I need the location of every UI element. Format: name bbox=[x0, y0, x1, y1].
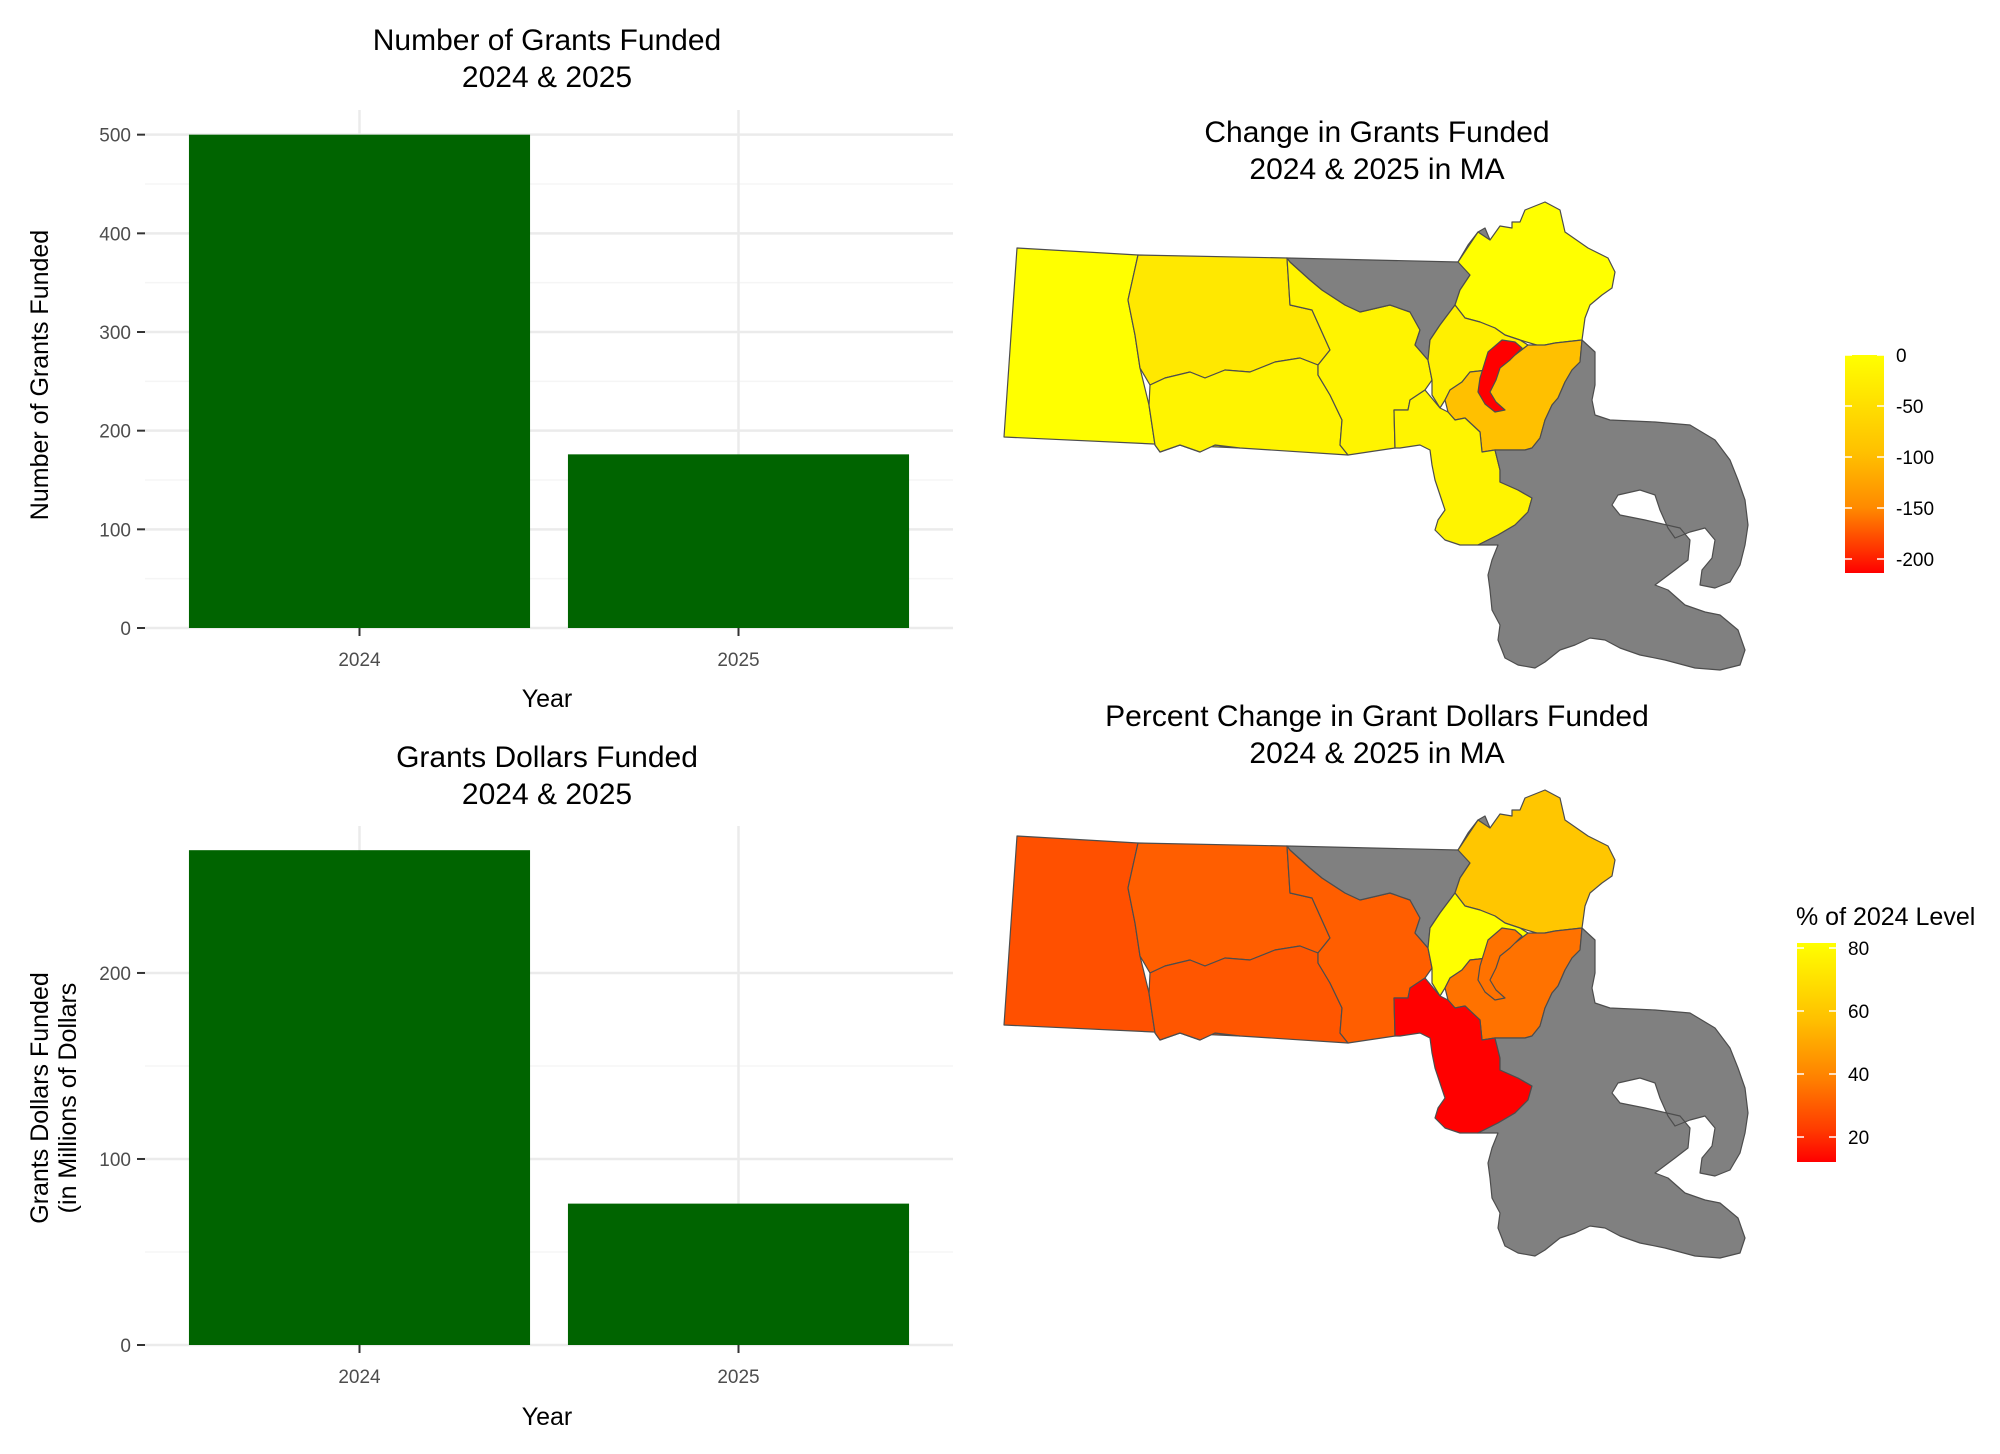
x-tick-label: 2024 bbox=[338, 650, 381, 671]
y-tick-label: 0 bbox=[120, 619, 131, 640]
legend-title: % of 2024 Level bbox=[1796, 903, 1975, 931]
region-suffolk bbox=[1477, 339, 1523, 413]
y-tick-label: 500 bbox=[99, 126, 131, 147]
chart-title-line-2: 2024 & 2025 bbox=[462, 61, 632, 94]
map-title-line-1: Change in Grants Funded bbox=[1204, 116, 1549, 149]
y-axis-title-line-2: (in Millions of Dollars bbox=[54, 983, 82, 1214]
bar-chart-grant-dollars: Grants Dollars Funded 2024 & 2025 0 100 20… bbox=[26, 741, 953, 1431]
x-axis-title: Year bbox=[522, 685, 573, 713]
x-axis-title: Year bbox=[522, 1403, 573, 1431]
legend-tick-label: 20 bbox=[1848, 1128, 1869, 1149]
y-tick-label: 100 bbox=[99, 1150, 131, 1171]
choropleth-map bbox=[1003, 789, 1749, 1259]
map-pct-dollars: Percent Change in Grant Dollars Funded 2… bbox=[1003, 700, 1975, 1259]
chart-title-line-2: 2024 & 2025 bbox=[462, 778, 632, 811]
legend-tick-label: 40 bbox=[1848, 1065, 1869, 1086]
map-change-grants: Change in Grants Funded 2024 & 2025 in M… bbox=[1003, 116, 1934, 671]
legend-tick-label: 60 bbox=[1848, 1002, 1869, 1023]
x-tick-label: 2025 bbox=[717, 1367, 759, 1388]
bar-chart-grant-count: Number of Grants Funded 2024 & 2025 0 100… bbox=[26, 24, 953, 713]
map-title-line-1: Percent Change in Grant Dollars Funded bbox=[1105, 700, 1649, 733]
legend-ticks: 80 60 40 20 bbox=[1797, 939, 1869, 1149]
legend-tick-label: 0 bbox=[1896, 346, 1907, 367]
legend-tick-label: -150 bbox=[1896, 499, 1934, 520]
legend-tick-label: -50 bbox=[1896, 397, 1923, 418]
x-tick-label: 2025 bbox=[717, 650, 759, 671]
y-tick-label: 0 bbox=[120, 1336, 131, 1357]
y-tick-label: 400 bbox=[99, 224, 131, 245]
map-title-line-2: 2024 & 2025 in MA bbox=[1249, 153, 1504, 186]
plot-panel: 0 100 200 2024 2025 bbox=[99, 826, 953, 1388]
chart-title-line-1: Number of Grants Funded bbox=[373, 24, 722, 57]
bar-2024 bbox=[188, 134, 531, 628]
color-legend: 0 -50 -100 -150 -200 bbox=[1845, 346, 1934, 573]
x-tick-label: 2024 bbox=[338, 1367, 381, 1388]
bar-2025 bbox=[567, 1203, 910, 1345]
y-axis-title: Number of Grants Funded bbox=[26, 230, 54, 520]
y-tick-label: 100 bbox=[99, 520, 131, 541]
y-tick-label: 300 bbox=[99, 323, 131, 344]
y-tick-label: 200 bbox=[99, 964, 131, 985]
region-plymouth-cape bbox=[1477, 339, 1749, 671]
legend-tick-label: -200 bbox=[1896, 550, 1934, 571]
map-title-line-2: 2024 & 2025 in MA bbox=[1249, 737, 1504, 770]
y-tick-label: 200 bbox=[99, 422, 131, 443]
plot-panel: 0 100 200 300 400 500 2024 2025 bbox=[99, 110, 953, 671]
choropleth-map bbox=[1003, 201, 1749, 671]
chart-title-line-1: Grants Dollars Funded bbox=[396, 741, 698, 774]
y-axis-title-line-1: Grants Dollars Funded bbox=[26, 972, 54, 1224]
bar-2024 bbox=[188, 850, 531, 1345]
bar-2025 bbox=[567, 454, 910, 628]
legend-colorbar bbox=[1845, 355, 1884, 573]
region-plymouth-cape bbox=[1477, 927, 1749, 1259]
legend-tick-label: -100 bbox=[1896, 448, 1934, 469]
legend-tick-label: 80 bbox=[1848, 939, 1869, 960]
legend-ticks: 0 -50 -100 -150 -200 bbox=[1845, 346, 1934, 571]
region-suffolk bbox=[1477, 927, 1523, 1001]
legend-colorbar bbox=[1797, 943, 1836, 1162]
color-legend: % of 2024 Level 80 60 40 20 bbox=[1796, 903, 1975, 1162]
